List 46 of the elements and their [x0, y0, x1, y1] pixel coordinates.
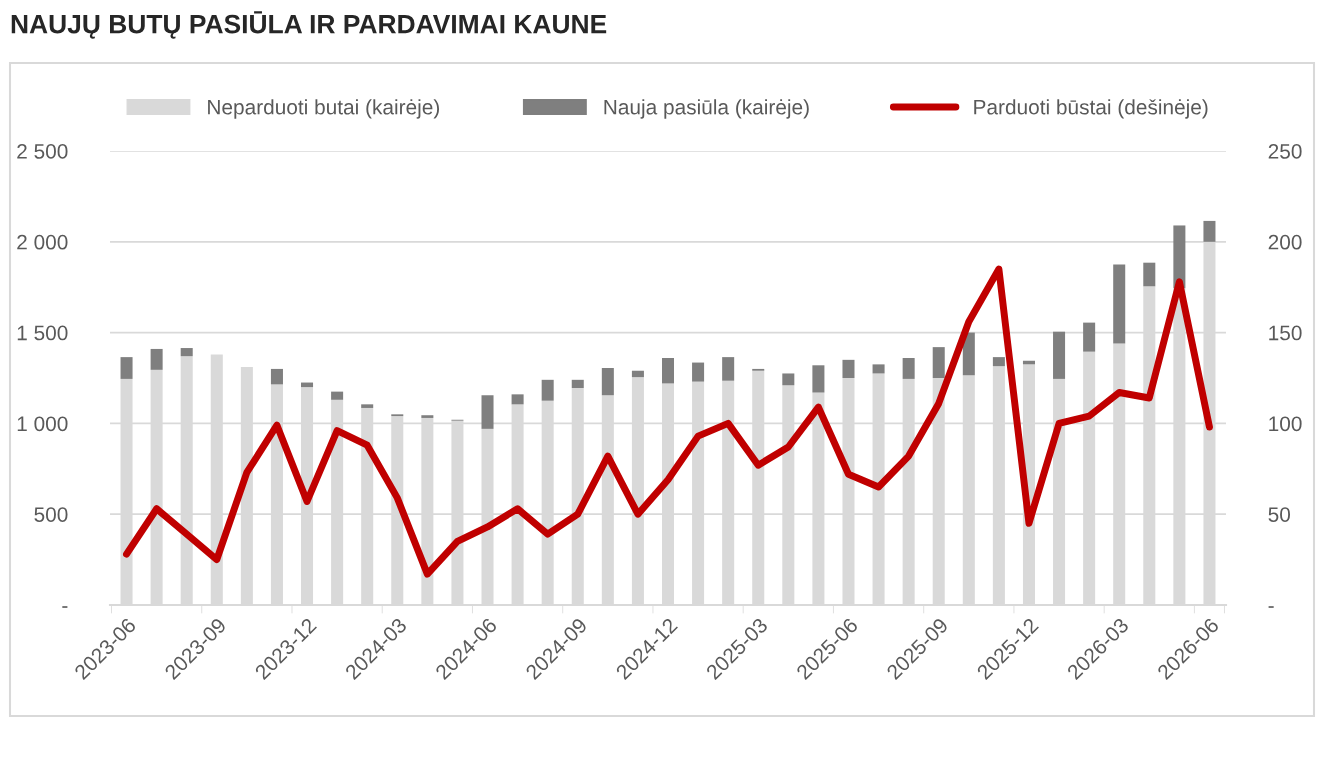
bar — [692, 362, 705, 382]
bar — [842, 359, 855, 378]
bar — [992, 357, 1005, 367]
bar — [571, 379, 584, 388]
legend-label: Neparduoti butai (kairėje) — [208, 99, 440, 119]
bar — [180, 348, 193, 357]
y2-tick-label: 50 — [1268, 507, 1291, 522]
legend-label: Nauja pasiūla (kairėje) — [604, 99, 809, 119]
y2-tick-label: 100 — [1269, 416, 1302, 432]
bar — [872, 364, 885, 374]
y2-tick-label: - — [1268, 606, 1274, 608]
y2-tick-label: 150 — [1269, 325, 1302, 341]
legend-label: Parduoti būstai (dešinėje) — [974, 99, 1208, 119]
y-tick-label: 1 500 — [17, 325, 68, 341]
bar — [1203, 220, 1216, 242]
y-tick-label: 1 000 — [17, 416, 68, 432]
bar — [270, 368, 283, 385]
y2-tick-label: 250 — [1268, 144, 1302, 159]
bar — [1053, 331, 1066, 379]
bar — [902, 358, 915, 379]
bar — [1113, 264, 1126, 344]
y-tick-label: 500 — [34, 507, 68, 522]
bar — [421, 415, 434, 418]
bar — [661, 358, 675, 384]
bar — [150, 348, 163, 370]
bar — [782, 373, 795, 386]
bar — [331, 391, 344, 400]
bar — [601, 368, 614, 396]
bar — [541, 379, 554, 401]
bar — [812, 365, 825, 393]
y-tick-label: 2 000 — [17, 234, 68, 250]
y-tick-label: 2 500 — [17, 144, 68, 159]
bar — [1143, 262, 1156, 287]
bar — [722, 357, 735, 381]
y2-tick-label: 200 — [1268, 234, 1302, 250]
bar — [1173, 225, 1186, 289]
bar — [631, 370, 644, 378]
bar — [962, 332, 975, 376]
chart-title: NAUJŲ BUTŲ PASIŪLA IR PARDAVIMAI KAUNE — [11, 11, 607, 39]
bar — [1083, 322, 1096, 352]
bar — [511, 394, 524, 405]
bar — [932, 347, 945, 378]
bar — [120, 357, 133, 379]
bar — [481, 395, 494, 429]
bar — [361, 404, 374, 408]
y-tick-label: - — [62, 606, 68, 608]
